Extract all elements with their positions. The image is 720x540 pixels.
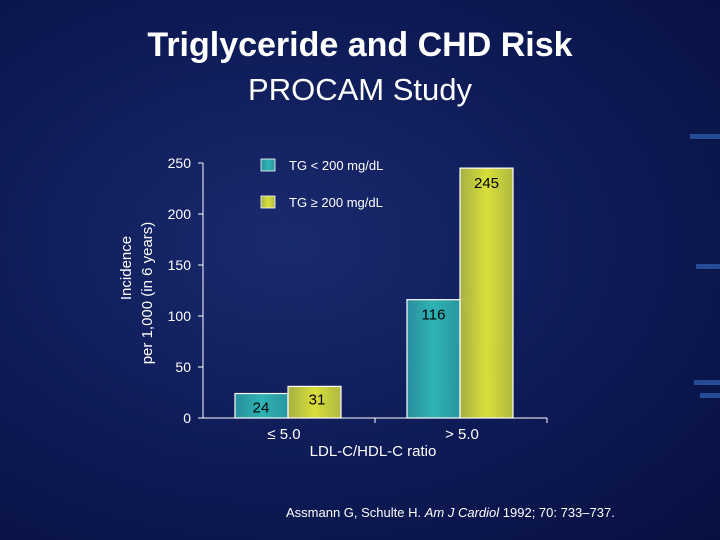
y-tick-label: 0 [183, 410, 191, 426]
bar-value-label: 24 [253, 400, 270, 417]
legend-swatch [260, 195, 276, 209]
legend-swatch [260, 158, 276, 172]
legend-label: TG ≥ 200 mg/dL [289, 195, 383, 210]
slide-subtitle: PROCAM Study [248, 72, 472, 107]
citation-authors: Assmann G, Schulte H. [286, 505, 425, 520]
citation-rest: 1992; 70: 733–737. [499, 505, 615, 520]
y-tick-label: 50 [175, 359, 191, 375]
x-axis-title: LDL-C/HDL-C ratio [310, 443, 437, 460]
bar-tg-high [459, 167, 514, 419]
bar-value-label: 245 [474, 175, 499, 192]
citation-journal: Am J Cardiol [424, 505, 500, 520]
bar-value-label: 116 [422, 307, 446, 324]
y-axis-label-line2: per 1,000 (in 6 years) [139, 222, 156, 365]
y-tick-label: 150 [168, 257, 192, 273]
legend-label: TG < 200 mg/dL [289, 158, 383, 173]
y-axis-label-line1: Incidence [118, 236, 135, 300]
x-category-label: > 5.0 [445, 426, 479, 443]
y-tick-label: 100 [168, 308, 192, 324]
bar-tg-low [406, 299, 461, 419]
citation: Assmann G, Schulte H. Am J Cardiol 1992;… [286, 505, 615, 520]
bar-tg-high [287, 385, 342, 419]
bar-value-label: 31 [309, 391, 326, 408]
slide-title: Triglyceride and CHD Risk [147, 26, 573, 64]
y-tick-label: 250 [168, 155, 192, 171]
y-tick-label: 200 [168, 206, 192, 222]
bar-tg-low [234, 392, 289, 419]
x-category-label: ≤ 5.0 [267, 426, 300, 443]
